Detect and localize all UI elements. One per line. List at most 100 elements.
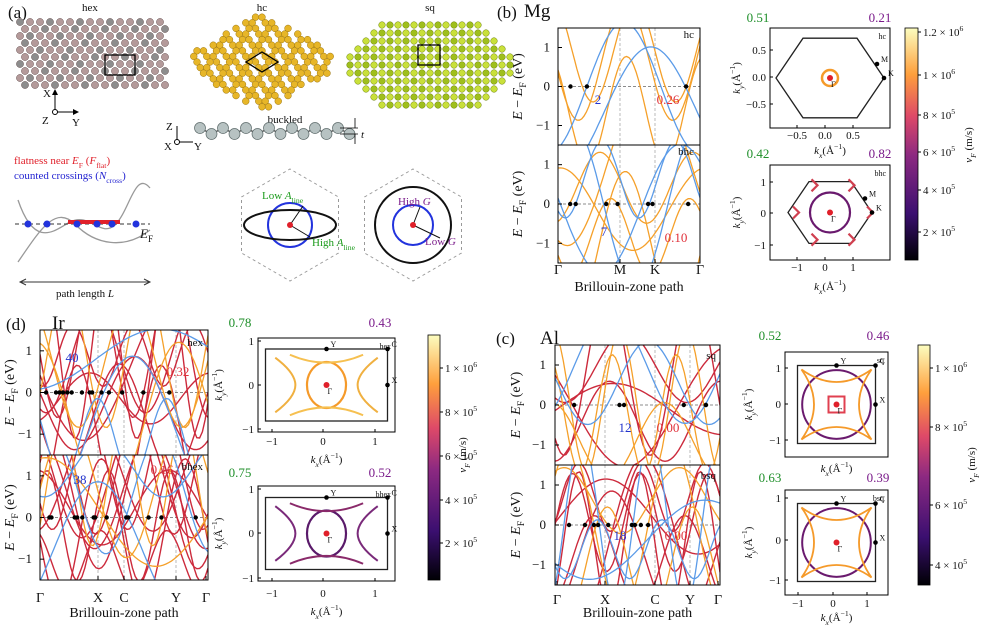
text-part: Y [171, 591, 181, 606]
atom [101, 39, 109, 47]
y-tick-label: 1 [776, 363, 782, 375]
text-part: Brillouin-zone path [69, 606, 178, 621]
atom [96, 74, 104, 82]
colorbar-label: vF (m/s) [457, 437, 472, 473]
atom [498, 69, 506, 77]
atom [482, 77, 490, 85]
kx-label: kx(Å−1) [311, 603, 343, 621]
atom [36, 32, 44, 40]
atom [426, 37, 434, 45]
atom [450, 29, 458, 37]
text-part: F [969, 153, 978, 159]
atom [297, 47, 305, 55]
atom [490, 69, 498, 77]
text-part: 0.21 [869, 10, 892, 25]
atom [450, 21, 458, 29]
atom [386, 37, 394, 45]
atom [101, 81, 109, 89]
text-part: (Å [731, 74, 743, 86]
atom [490, 37, 498, 45]
atom [482, 29, 490, 37]
text-part: −1 [210, 521, 219, 529]
text-part: 1 [864, 598, 870, 610]
kx-label: kx(Å−1) [311, 451, 343, 469]
atom [141, 39, 149, 47]
text-part: −0.5 [787, 130, 807, 142]
atom [76, 18, 84, 26]
text-part: k [821, 463, 827, 475]
atom [274, 41, 282, 49]
kx-label: kx(Å−1) [821, 609, 853, 626]
atom [458, 21, 466, 29]
atom [303, 69, 312, 77]
crossing-dot [141, 390, 146, 395]
atom [61, 39, 69, 47]
atom [426, 101, 434, 109]
atom [410, 77, 418, 85]
axis-name: Z [42, 115, 49, 127]
atom [281, 63, 289, 72]
text-part: x [315, 460, 320, 469]
atom [255, 41, 263, 49]
atom [458, 69, 466, 77]
fermi-contour [374, 186, 452, 264]
atom [482, 61, 490, 69]
band-line [562, 514, 717, 585]
atom [225, 35, 234, 44]
text-part: −1 [532, 437, 546, 452]
text-part: Γ [831, 80, 836, 89]
lattice-tag: bsq [873, 494, 884, 503]
text-part: 0.0 [752, 72, 766, 84]
atom [111, 81, 119, 89]
band-line [555, 466, 720, 535]
atom [274, 97, 282, 105]
text-part: v [457, 468, 469, 473]
atom [386, 45, 394, 53]
x-axis-label: Brillouin-zone path [574, 280, 683, 295]
symmetry-point [385, 531, 390, 536]
text-part: 5 [951, 182, 955, 191]
atom [136, 32, 144, 40]
atom [121, 67, 129, 75]
atom [442, 29, 450, 37]
text-part: F [516, 520, 527, 526]
text-part: 38 [74, 472, 87, 487]
atom [91, 39, 99, 47]
text-part: flatness near [14, 155, 72, 167]
x-tick-label: Γ [696, 263, 704, 278]
atom [458, 93, 466, 101]
atom [96, 18, 104, 26]
point-label: Y [331, 340, 337, 349]
colorbar-tick-label: 4 × 105 [445, 492, 477, 507]
atom [426, 53, 434, 61]
text-part: 6 [963, 360, 967, 369]
crossing-dot [146, 515, 151, 520]
atom [323, 58, 331, 66]
atom [264, 103, 273, 111]
flatness-value: 0.00 [657, 420, 680, 435]
text-part: Low [262, 190, 285, 202]
band-line [40, 330, 180, 414]
atom [51, 25, 59, 33]
atom [402, 93, 410, 101]
atom [76, 74, 84, 82]
atom [466, 61, 474, 69]
text-part: K [888, 69, 894, 78]
atom [458, 37, 466, 45]
crossing-dot [638, 522, 644, 528]
panel-label: (b) [497, 3, 517, 22]
point-label: Y [841, 495, 847, 504]
atom [86, 60, 94, 68]
atom [46, 32, 54, 40]
text-part: 1 [540, 357, 547, 372]
atom [402, 45, 410, 53]
text-part: 5 [963, 557, 967, 566]
atom [151, 39, 159, 47]
text-part: bsq [701, 470, 717, 482]
text-part: line [292, 196, 304, 205]
atom [232, 24, 240, 33]
atom [106, 18, 114, 26]
y-tick-label: −1 [242, 424, 254, 436]
text-part: Γ [696, 263, 704, 278]
atom [297, 80, 305, 89]
